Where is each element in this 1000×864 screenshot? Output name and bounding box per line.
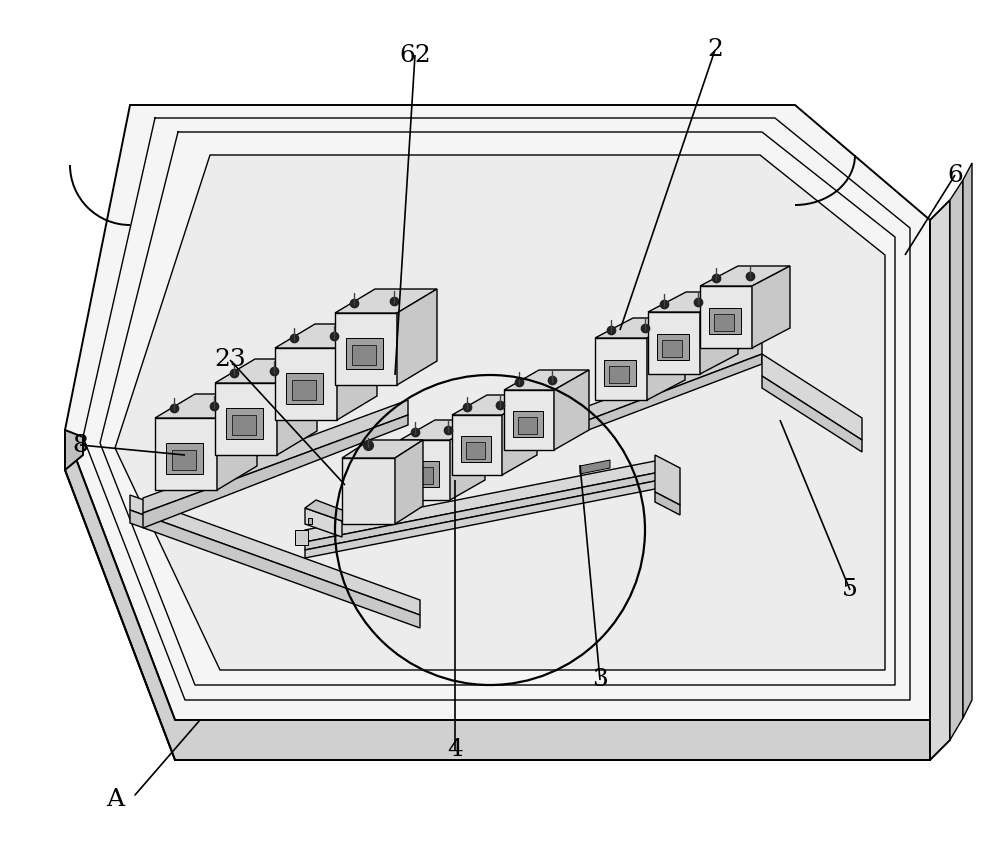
Polygon shape (226, 408, 263, 439)
Polygon shape (342, 440, 423, 458)
Polygon shape (580, 460, 610, 474)
Polygon shape (609, 366, 629, 384)
Polygon shape (518, 417, 537, 434)
Polygon shape (130, 510, 420, 628)
Polygon shape (295, 530, 308, 545)
Text: 8: 8 (72, 434, 88, 456)
Polygon shape (305, 472, 660, 550)
Polygon shape (583, 354, 762, 432)
Polygon shape (461, 436, 491, 461)
Polygon shape (604, 359, 636, 386)
Polygon shape (504, 390, 554, 450)
Polygon shape (305, 500, 350, 521)
Polygon shape (335, 313, 397, 385)
Polygon shape (275, 348, 337, 420)
Polygon shape (655, 492, 680, 515)
Polygon shape (963, 163, 972, 718)
Polygon shape (502, 395, 537, 475)
Polygon shape (595, 318, 685, 338)
Polygon shape (504, 370, 589, 390)
Polygon shape (452, 415, 502, 475)
Polygon shape (752, 266, 790, 348)
Text: 62: 62 (399, 43, 431, 67)
Polygon shape (65, 430, 83, 470)
Polygon shape (714, 314, 734, 331)
Polygon shape (286, 372, 323, 404)
Polygon shape (950, 180, 963, 740)
Text: 4: 4 (447, 739, 463, 761)
Polygon shape (155, 394, 257, 418)
Polygon shape (275, 324, 377, 348)
Polygon shape (130, 495, 420, 615)
Polygon shape (335, 289, 437, 313)
Polygon shape (400, 420, 485, 440)
Polygon shape (452, 395, 537, 415)
Polygon shape (305, 508, 342, 537)
Polygon shape (308, 518, 312, 524)
Polygon shape (143, 400, 408, 513)
Polygon shape (400, 440, 450, 500)
Polygon shape (346, 338, 383, 369)
Text: 6: 6 (947, 163, 963, 187)
Polygon shape (143, 415, 408, 528)
Polygon shape (115, 155, 885, 670)
Polygon shape (700, 286, 752, 348)
Polygon shape (450, 420, 485, 500)
Polygon shape (305, 480, 660, 558)
Polygon shape (172, 450, 196, 470)
Polygon shape (65, 430, 930, 760)
Polygon shape (700, 266, 790, 286)
Polygon shape (292, 380, 316, 400)
Polygon shape (232, 415, 256, 435)
Text: 23: 23 (214, 348, 246, 372)
Polygon shape (647, 318, 685, 400)
Polygon shape (397, 289, 437, 385)
Polygon shape (662, 340, 682, 357)
Polygon shape (700, 292, 738, 374)
Text: 5: 5 (842, 579, 858, 601)
Polygon shape (395, 440, 423, 524)
Polygon shape (409, 461, 439, 486)
Polygon shape (217, 394, 257, 490)
Polygon shape (155, 418, 217, 490)
Polygon shape (65, 105, 930, 720)
Polygon shape (513, 411, 543, 437)
Polygon shape (166, 442, 203, 474)
Polygon shape (215, 359, 317, 383)
Text: A: A (106, 789, 124, 811)
Text: 3: 3 (592, 669, 608, 691)
Polygon shape (215, 383, 277, 455)
Polygon shape (337, 324, 377, 420)
Polygon shape (762, 376, 862, 452)
Polygon shape (595, 338, 647, 400)
Polygon shape (648, 312, 700, 374)
Polygon shape (277, 359, 317, 455)
Polygon shape (554, 370, 589, 450)
Polygon shape (352, 345, 376, 365)
Polygon shape (466, 442, 485, 459)
Polygon shape (657, 334, 689, 360)
Polygon shape (655, 455, 680, 505)
Polygon shape (342, 458, 395, 524)
Polygon shape (305, 460, 660, 542)
Polygon shape (930, 200, 950, 760)
Polygon shape (762, 354, 862, 440)
Polygon shape (583, 340, 762, 422)
Text: 2: 2 (707, 39, 723, 61)
Polygon shape (414, 467, 433, 484)
Polygon shape (648, 292, 738, 312)
Polygon shape (709, 308, 741, 334)
